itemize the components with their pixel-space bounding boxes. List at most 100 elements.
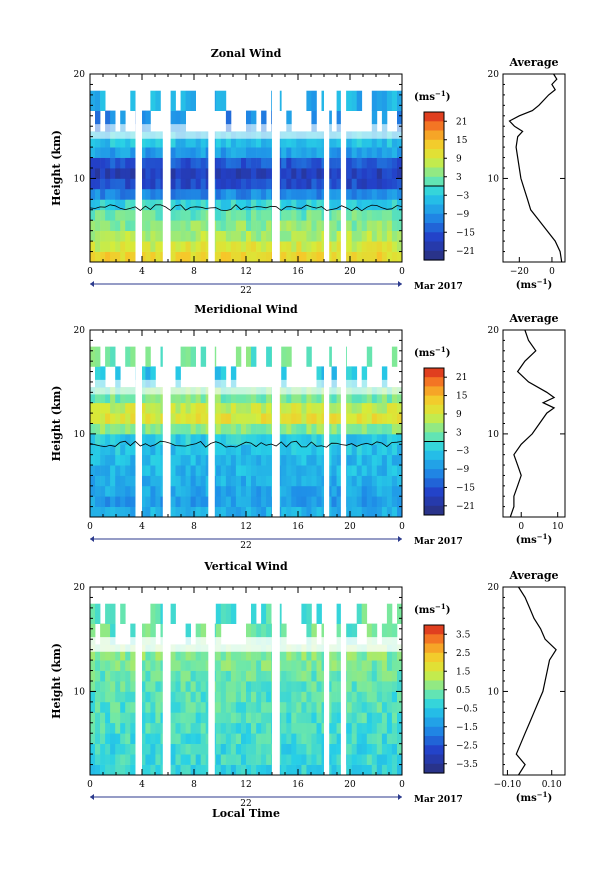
- heatmap-cell: [386, 754, 393, 765]
- heatmap-cell: [100, 157, 106, 169]
- x-tick-label: 4: [139, 267, 145, 277]
- heatmap-cell: [241, 444, 247, 456]
- heatmap-cell: [296, 178, 302, 190]
- heatmap-cell: [195, 764, 202, 776]
- heatmap-cell: [351, 402, 358, 414]
- heatmap-cell: [391, 465, 398, 476]
- heatmap-cell: [261, 475, 267, 487]
- heatmap-cell: [155, 733, 161, 744]
- heatmap-cell: [246, 722, 252, 734]
- heatmap-cell: [391, 131, 398, 148]
- heatmap-cell: [145, 475, 151, 487]
- colorbar-tick-label: −15: [456, 483, 475, 493]
- heatmap-cell: [281, 623, 287, 645]
- heatmap-cell: [336, 644, 342, 661]
- heatmap-cell: [105, 701, 111, 713]
- heatmap-cell: [301, 131, 307, 148]
- heatmap-cell: [366, 230, 373, 242]
- heatmap-cell: [180, 433, 186, 445]
- heatmap-cell: [200, 644, 207, 661]
- heatmap-cell: [241, 251, 247, 263]
- heatmap-cell: [105, 644, 111, 661]
- heatmap-cell: [125, 465, 131, 476]
- heatmap-cell: [241, 209, 247, 221]
- heatmap-cell: [195, 423, 202, 435]
- heatmap-cell: [261, 199, 267, 211]
- heatmap-cell: [336, 602, 342, 624]
- heatmap-cell: [225, 712, 232, 724]
- heatmap-cell: [125, 230, 131, 242]
- heatmap-cell: [331, 701, 337, 713]
- heatmap-cell: [180, 701, 186, 713]
- heatmap-cell: [90, 496, 96, 507]
- heatmap-cell: [115, 722, 121, 734]
- heatmap-cell: [397, 754, 403, 765]
- heatmap-cell: [371, 764, 378, 776]
- heatmap-cell: [130, 681, 136, 692]
- heatmap-cell: [246, 345, 252, 367]
- x-tick-label: 0: [399, 267, 405, 277]
- heatmap-cell: [346, 506, 352, 518]
- heatmap-cell: [120, 754, 126, 765]
- heatmap-cell: [105, 209, 111, 221]
- heatmap-cell: [220, 89, 227, 111]
- heatmap-cell: [391, 454, 398, 466]
- heatmap-cell: [190, 178, 196, 190]
- heatmap-cell: [286, 496, 292, 507]
- heatmap-cell: [115, 733, 121, 744]
- heatmap-cell: [95, 423, 101, 435]
- heatmap-cell: [190, 764, 196, 776]
- heatmap-cell: [190, 722, 196, 734]
- heatmap-cell: [351, 220, 358, 231]
- heatmap-cell: [115, 251, 121, 263]
- heatmap-cell: [371, 433, 378, 445]
- profile-frame: [502, 73, 566, 263]
- heatmap-cell: [261, 670, 267, 682]
- heatmap-cell: [130, 188, 136, 200]
- heatmap-cell: [90, 89, 96, 111]
- y-tick-label: 20: [74, 70, 86, 80]
- heatmap-cell: [361, 209, 368, 221]
- heatmap-cell: [150, 644, 156, 661]
- heatmap-cell: [301, 496, 307, 507]
- heatmap-cell: [296, 209, 302, 221]
- heatmap-cell: [190, 220, 196, 231]
- heatmap-cell: [105, 454, 111, 466]
- heatmap-cell: [251, 241, 257, 252]
- heatmap-cell: [230, 602, 237, 624]
- heatmap-cell: [235, 147, 242, 158]
- heatmap-cell: [356, 178, 363, 190]
- heatmap-cell: [256, 157, 262, 169]
- profile-line: [509, 329, 556, 518]
- heatmap-cell: [246, 423, 252, 435]
- heatmap-cell: [200, 251, 207, 263]
- heatmap-cell: [105, 681, 111, 692]
- heatmap-cell: [110, 199, 116, 211]
- heatmap-cell: [331, 712, 337, 724]
- heatmap-cell: [296, 131, 302, 148]
- heatmap-cell: [261, 602, 267, 624]
- heatmap-cell: [336, 147, 342, 158]
- heatmap-cell: [105, 670, 111, 682]
- heatmap-cell: [125, 168, 131, 179]
- heatmap-cell: [100, 433, 106, 445]
- heatmap-cell: [371, 168, 378, 179]
- heatmap-cell: [195, 733, 202, 744]
- heatmap-cell: [346, 691, 352, 703]
- heatmap-cell: [361, 241, 368, 252]
- heatmap-cell: [235, 496, 242, 507]
- heatmap-cell: [356, 681, 363, 692]
- heatmap-cell: [225, 506, 232, 518]
- heatmap-cell: [195, 157, 202, 169]
- heatmap-cell: [376, 168, 383, 179]
- heatmap-cell: [246, 496, 252, 507]
- heatmap-cell: [175, 387, 181, 404]
- heatmap-cell: [195, 131, 202, 148]
- heatmap-cell: [95, 366, 101, 388]
- heatmap-cell: [230, 402, 237, 414]
- heatmap-cell: [256, 644, 262, 661]
- heatmap-cell: [266, 199, 272, 211]
- heatmap-cell: [180, 644, 186, 661]
- heatmap-cell: [200, 147, 207, 158]
- profile-x-label-exp: −1: [537, 277, 548, 286]
